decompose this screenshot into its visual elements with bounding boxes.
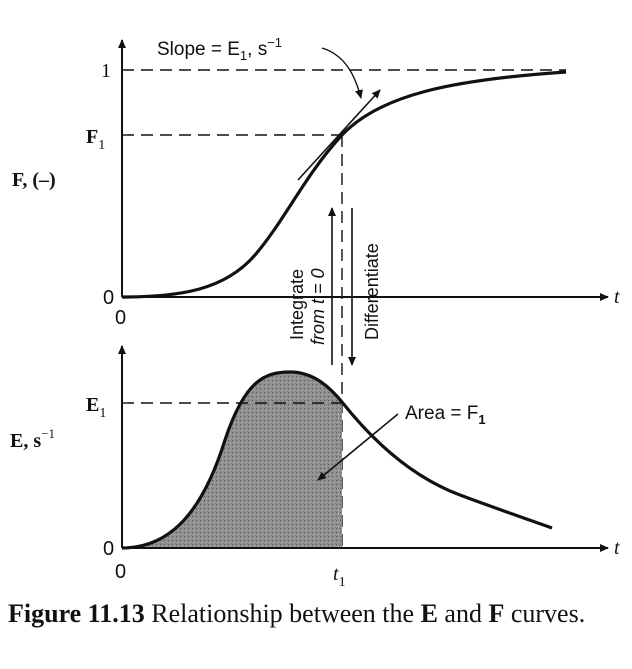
t1-label: t1 (333, 563, 346, 590)
f-curve (121, 70, 567, 299)
slope-leader-line (321, 47, 363, 99)
f-origin-y-label: 0 (103, 287, 114, 309)
caption-text-1: Relationship between the (144, 599, 421, 628)
integrate-label: Integrate (287, 269, 307, 340)
tick-label-f1: F1 (86, 126, 105, 153)
figure-number: Figure 11.13 (8, 599, 145, 628)
caption-f: F (488, 599, 505, 628)
caption-text-3: curves. (504, 599, 586, 628)
f-x-axis-label: t (614, 286, 620, 308)
area-leader-arrow (317, 413, 399, 481)
caption-e: E (420, 599, 438, 628)
tick-label-one: 1 (101, 60, 111, 82)
e-y-axis-label: E, s−1 (10, 426, 55, 452)
integrate-differentiate-arrows: Integrate from t = 0 Differentiate (287, 207, 382, 366)
integrate-label-line2: from t = 0 (308, 268, 328, 345)
e-origin-x-label: 0 (115, 561, 126, 583)
f-curve-plot: F, (–) 1 F1 0 0 t Slope = E1, s−1 (12, 35, 620, 548)
tangent-line (297, 89, 381, 181)
area-label: Area = F1 (405, 403, 486, 427)
e-origin-y-label: 0 (103, 538, 114, 560)
caption-text-2: and (437, 599, 489, 628)
e-x-axis-label: t (614, 537, 620, 559)
e-curve (121, 370, 553, 550)
e-curve-plot: E, s−1 E1 0 0 t t1 Area = F1 (10, 345, 620, 590)
f-origin-x-label: 0 (115, 307, 126, 329)
differentiate-label: Differentiate (362, 243, 382, 340)
slope-label: Slope = E1, s−1 (157, 35, 282, 63)
f-y-axis-label: F, (–) (12, 169, 56, 191)
figure-caption: Figure 11.13 Relationship between the E … (8, 596, 624, 632)
area-under-e-curve (122, 372, 342, 548)
tick-label-e1: E1 (86, 394, 106, 421)
